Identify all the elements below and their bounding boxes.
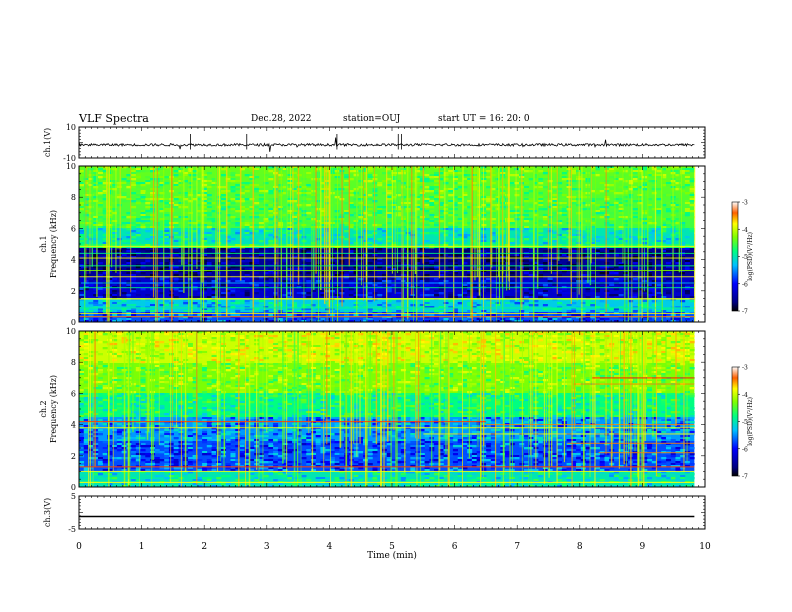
ch2-spectrogram-image [79,331,695,488]
y-tick-label: 2 [71,287,76,296]
ch3-waveform-frame [78,495,706,530]
x-axis-label: Time (min) [367,550,417,561]
ch1-waveform-frame [78,126,706,159]
x-tick-label: 4 [327,542,333,552]
station-label: station=OUJ [343,114,401,124]
y-axis-label: Frequency (kHz) [49,375,58,443]
x-tick-label: 1 [139,542,145,552]
y-tick-label: 6 [71,224,76,233]
colorbar-tick-label: -3 [742,200,748,207]
colorbar-tick-label: -3 [742,365,748,372]
y-tick-label: 4 [71,256,76,265]
colorbar-tick-label: -7 [742,474,748,481]
start-time-label: start UT = 16: 20: 0 [438,114,530,124]
ch1-spectrogram-image [79,166,696,323]
date-label: Dec.28, 2022 [251,114,312,124]
colorbar-label: log(PSD)(V²/Hz) [747,397,754,446]
y-tick-label: 0 [71,318,76,327]
x-tick-label: 3 [264,542,270,552]
y-tick-label: 0 [71,483,76,492]
plot-title: VLF Spectra [79,112,149,125]
y-axis-label: ch.3(V) [43,498,52,527]
colorbar-tick-label: -4 [742,227,748,234]
y-tick-label: 10 [66,162,76,171]
y-tick-label: 5 [71,492,76,501]
x-tick-label: 5 [389,542,395,552]
ch1-spectrogram-colorbar [731,201,739,312]
y-tick-label: 8 [71,358,76,367]
colorbar-tick-label: -6 [742,446,748,453]
colorbar-tick-label: -6 [742,281,748,288]
y-tick-label: 8 [71,193,76,202]
x-tick-label: 9 [640,542,646,552]
colorbar-tick-label: -4 [742,392,748,399]
y-axis-label: ch.2 [39,400,48,417]
y-tick-label: -5 [68,525,76,534]
y-axis-label: Frequency (kHz) [49,210,58,278]
y-tick-label: 4 [71,421,76,430]
x-tick-label: 10 [699,542,711,552]
y-axis-label: ch.1 [39,235,48,252]
y-tick-label: 2 [71,452,76,461]
colorbar-tick-label: -7 [742,309,748,316]
x-tick-label: 8 [577,542,583,552]
x-tick-label: 0 [76,542,82,552]
x-tick-label: 7 [514,542,520,552]
colorbar-label: log(PSD)(V²/Hz) [747,232,754,281]
colorbar-tick-label: -5 [742,419,748,426]
colorbar-tick-label: -5 [742,254,748,261]
y-tick-label: 10 [66,327,76,336]
x-tick-label: 6 [452,542,458,552]
y-tick-label: 6 [71,389,76,398]
y-tick-label: -10 [63,154,76,163]
y-axis-label: ch.1(V) [43,128,52,157]
ch2-spectrogram-colorbar [731,366,739,477]
x-tick-label: 2 [201,542,207,552]
ch1-waveform-trace [78,137,695,152]
y-tick-label: 10 [66,123,76,132]
